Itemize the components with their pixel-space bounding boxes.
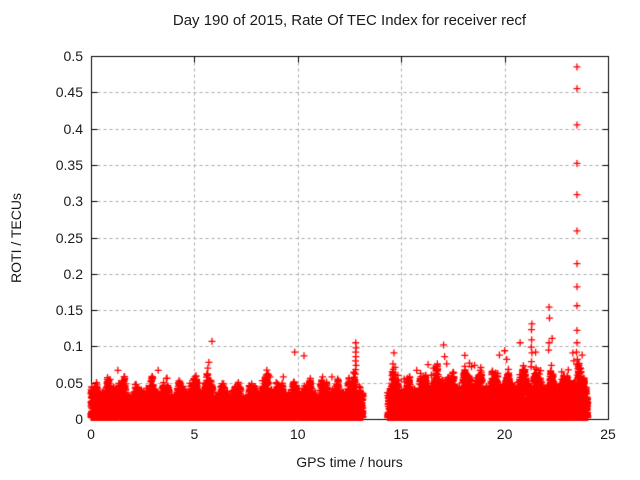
chart-title: Day 190 of 2015, Rate Of TEC Index for r… [172,12,527,29]
x-tick-label: 15 [393,426,409,442]
y-tick-label: 0.4 [63,120,83,137]
x-tick-label: 20 [496,426,513,442]
y-tick-label: 0.35 [55,156,83,173]
y-tick-label: 0 [75,411,83,427]
y-tick-label: 0.45 [55,84,83,101]
x-tick-label: 25 [600,426,616,442]
x-tick-label: 5 [190,426,199,442]
y-tick-label: 0.3 [63,193,83,210]
y-tick-label: 0.05 [55,374,83,391]
x-axis-label: GPS time / hours [296,454,403,470]
y-tick-label: 0.25 [55,229,83,246]
y-tick-label: 0.15 [55,302,83,319]
x-tick-label: 0 [87,426,95,442]
y-tick-label: 0.1 [63,338,83,355]
y-tick-label: 0.2 [63,265,83,282]
x-tick-label: 10 [290,426,306,442]
y-tick-label: 0.5 [63,48,83,64]
